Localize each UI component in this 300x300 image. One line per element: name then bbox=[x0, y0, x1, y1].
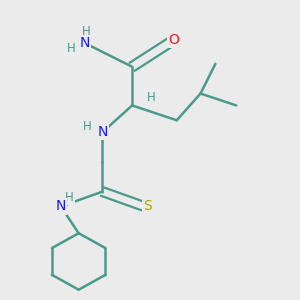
Text: N: N bbox=[80, 36, 90, 50]
Text: O: O bbox=[168, 33, 179, 47]
Text: H: H bbox=[83, 120, 92, 133]
Text: S: S bbox=[143, 200, 152, 214]
Text: N: N bbox=[56, 200, 66, 214]
Text: H: H bbox=[147, 92, 156, 104]
Text: N: N bbox=[97, 125, 108, 139]
Text: H: H bbox=[67, 42, 76, 56]
Text: H: H bbox=[82, 25, 91, 38]
Text: H: H bbox=[65, 191, 74, 204]
